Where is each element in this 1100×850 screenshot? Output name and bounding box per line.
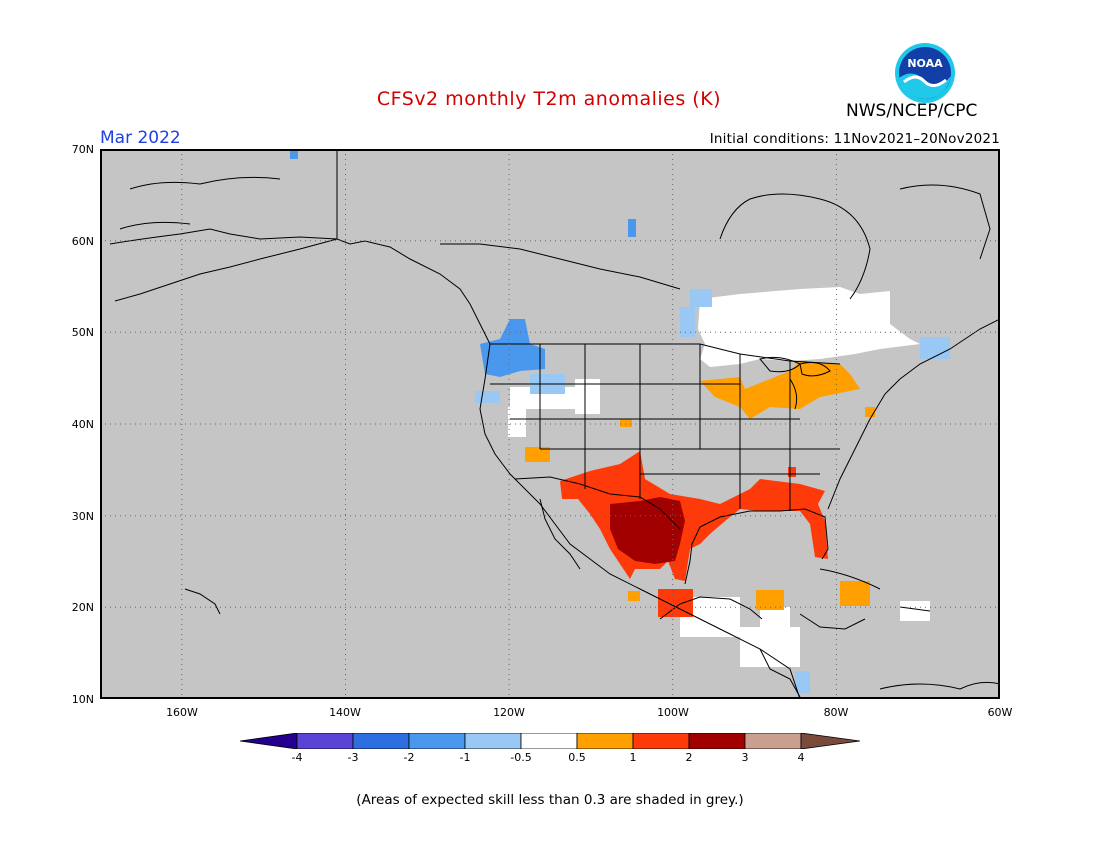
lat-label-10n: 10N: [71, 693, 94, 706]
below-normal-medium: [290, 149, 636, 377]
lat-label-60n: 60N: [71, 235, 94, 248]
colorbar-label: 4: [797, 751, 805, 764]
colorbar-label: -0.5: [510, 751, 532, 764]
lon-label-160w: 160W: [166, 706, 198, 719]
lon-label-60w: 60W: [987, 706, 1013, 719]
lon-label-100w: 100W: [657, 706, 689, 719]
lon-label-120w: 120W: [493, 706, 525, 719]
colorbar-label: -1: [459, 751, 471, 764]
colorbar-segment: [520, 733, 578, 749]
colorbar-segment: [576, 733, 634, 749]
forecast-month: Mar 2022: [100, 128, 181, 148]
colorbar-segment: [632, 733, 690, 749]
coastlines: [109, 149, 1000, 699]
lon-label-80w: 80W: [823, 706, 849, 719]
near-normal-areas: [508, 287, 930, 667]
colorbar-label: 1: [629, 751, 637, 764]
skill-footnote: (Areas of expected skill less than 0.3 a…: [356, 792, 744, 808]
colorbar-label: 0.5: [568, 751, 586, 764]
colorbar-label: -3: [347, 751, 359, 764]
forecast-map: [100, 149, 1000, 699]
colorbar-segment: [464, 733, 522, 749]
above-normal-strong: [610, 497, 685, 564]
logo-text: NOAA: [907, 57, 943, 70]
lat-label-30n: 30N: [71, 510, 94, 523]
map-frame: [100, 149, 1000, 699]
colorbar-segment: [408, 733, 466, 749]
colorbar-label: 3: [741, 751, 749, 764]
organization-label: NWS/NCEP/CPC: [846, 101, 978, 121]
lat-label-40n: 40N: [71, 418, 94, 431]
lat-label-50n: 50N: [71, 326, 94, 339]
noaa-logo: NOAA: [895, 43, 955, 103]
lon-label-140w: 140W: [329, 706, 361, 719]
lat-label-70n: 70N: [71, 143, 94, 156]
graticule: [100, 149, 1000, 699]
colorbar-segment: [688, 733, 746, 749]
colorbar-segment: [744, 733, 802, 749]
colorbar-arrow-low: [240, 733, 298, 749]
colorbar: [240, 733, 860, 749]
lat-label-20n: 20N: [71, 601, 94, 614]
colorbar-segment: [352, 733, 410, 749]
colorbar-arrow-high: [800, 733, 860, 749]
map-title: CFSv2 monthly T2m anomalies (K): [376, 88, 722, 110]
colorbar-label: 2: [685, 751, 693, 764]
colorbar-segment: [296, 733, 354, 749]
colorbar-label: -4: [291, 751, 303, 764]
initial-conditions: Initial conditions: 11Nov2021–20Nov2021: [709, 131, 1000, 147]
colorbar-label: -2: [403, 751, 415, 764]
